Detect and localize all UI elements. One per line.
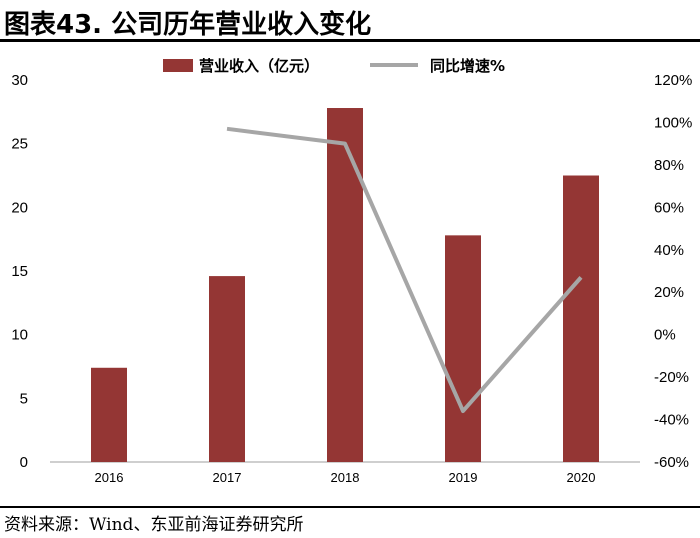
right-y-axis: -60% -40% -20% 0% 20% 40% 60% 80% 100% 120% <box>654 72 692 471</box>
left-y-tick-label: 20 <box>11 199 28 216</box>
line-series <box>226 126 583 414</box>
left-y-tick-label: 5 <box>20 390 28 407</box>
left-y-tick-label: 30 <box>11 72 28 89</box>
left-y-tick-label: 0 <box>20 454 28 471</box>
right-y-tick-label: 0% <box>654 327 676 344</box>
growth-line <box>226 126 583 414</box>
right-y-tick-label: -60% <box>654 454 689 471</box>
x-tick-label: 2016 <box>95 470 124 485</box>
figure-title: 图表43. 公司历年营业收入变化 <box>4 10 372 40</box>
legend-line-label: 同比增速% <box>430 57 505 75</box>
legend: 营业收入（亿元） 同比增速% <box>163 57 505 75</box>
right-y-tick-label: 80% <box>654 157 684 174</box>
right-y-tick-label: 60% <box>654 199 684 216</box>
revenue-bar <box>563 175 599 462</box>
x-tick-label: 2018 <box>331 470 360 485</box>
x-tick-label: 2017 <box>213 470 242 485</box>
right-y-tick-label: 40% <box>654 242 684 259</box>
left-y-axis: 0 5 10 15 20 25 30 <box>11 72 28 471</box>
legend-bar-label: 营业收入（亿元） <box>199 57 319 75</box>
left-y-tick-label: 25 <box>11 136 28 153</box>
footer-divider <box>0 506 700 508</box>
bar-series <box>91 108 599 462</box>
right-y-tick-label: 120% <box>654 72 692 89</box>
right-y-tick-label: 20% <box>654 284 684 301</box>
source-note: 资料来源：Wind、东亚前海证券研究所 <box>4 515 304 535</box>
right-y-tick-label: 100% <box>654 114 692 131</box>
revenue-bar <box>445 235 481 462</box>
left-y-tick-label: 15 <box>11 263 28 280</box>
revenue-chart: 0 5 10 15 20 25 30 -60% -40% -20% 0% 20% 40% 60% 80% 1… <box>11 57 692 485</box>
revenue-bar <box>327 108 363 462</box>
title-divider <box>0 39 700 42</box>
right-y-tick-label: -40% <box>654 412 689 429</box>
x-tick-label: 2020 <box>567 470 596 485</box>
x-tick-label: 2019 <box>449 470 478 485</box>
right-y-tick-label: -20% <box>654 369 689 386</box>
left-y-tick-label: 10 <box>11 327 28 344</box>
x-axis-ticks: 2016 2017 2018 2019 2020 <box>95 470 596 485</box>
revenue-bar <box>209 276 245 462</box>
revenue-bar <box>91 367 127 462</box>
title-bar: 图表43. 公司历年营业收入变化 <box>0 0 700 40</box>
legend-bar-swatch <box>163 59 193 72</box>
